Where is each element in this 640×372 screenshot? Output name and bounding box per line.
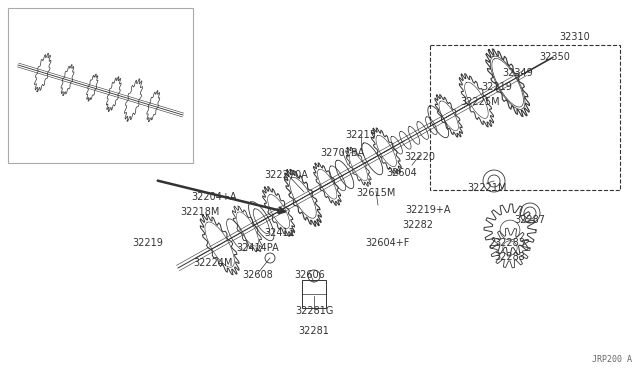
Text: 32615M: 32615M: [356, 188, 396, 198]
Text: 32350: 32350: [540, 52, 570, 62]
Text: 32283: 32283: [495, 252, 525, 262]
Text: 322270A: 322270A: [264, 170, 308, 180]
Text: 32412: 32412: [264, 228, 296, 238]
Text: 32282: 32282: [403, 220, 433, 230]
Bar: [430, 45, 620, 190]
Text: 32701BA: 32701BA: [320, 148, 364, 158]
Text: 32219+A: 32219+A: [405, 205, 451, 215]
Text: 32606: 32606: [294, 270, 325, 280]
Text: 32220: 32220: [404, 152, 435, 162]
Text: 32287: 32287: [515, 215, 545, 225]
Text: 32218M: 32218M: [180, 207, 220, 217]
Text: 32414PA: 32414PA: [237, 243, 280, 253]
Text: 32219: 32219: [481, 82, 513, 92]
Text: 32213: 32213: [346, 130, 376, 140]
Text: 32310: 32310: [559, 32, 590, 42]
Text: 32349: 32349: [502, 68, 533, 78]
Text: 32224M: 32224M: [193, 258, 233, 268]
Text: 32281G: 32281G: [295, 306, 333, 316]
Text: 32221M: 32221M: [467, 183, 507, 193]
Text: 32608: 32608: [243, 270, 273, 280]
Text: 32283: 32283: [495, 238, 525, 248]
Text: 32604: 32604: [387, 168, 417, 178]
Text: 32219: 32219: [132, 238, 163, 248]
Bar: [8, 8, 193, 163]
Text: 32281: 32281: [299, 326, 330, 336]
Text: 32204+A: 32204+A: [191, 192, 237, 202]
Text: 32604+F: 32604+F: [366, 238, 410, 248]
Text: JRP200 A: JRP200 A: [592, 355, 632, 364]
Text: 32225M: 32225M: [460, 97, 500, 107]
